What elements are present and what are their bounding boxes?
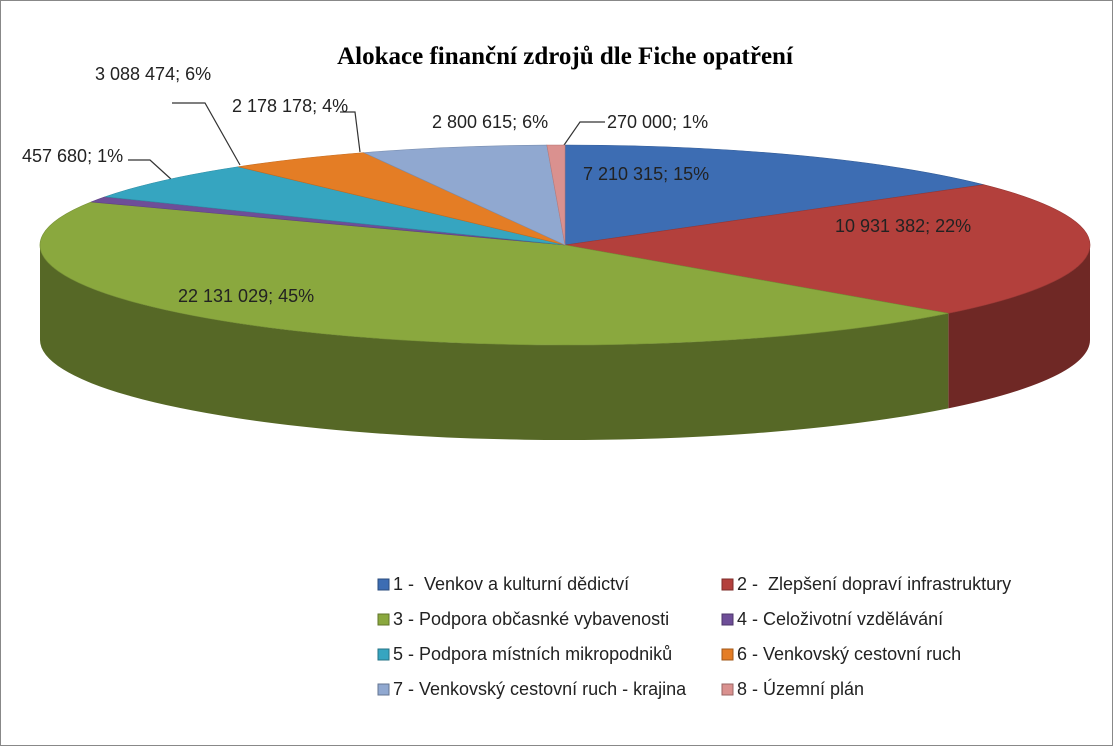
legend-label: 8 - Územní plán	[737, 678, 864, 699]
pie-slice	[564, 184, 1091, 314]
legend-label: 1 - Venkov a kulturní dědictví	[393, 574, 629, 594]
pie-slice	[39, 201, 949, 346]
pie-slice	[104, 166, 566, 246]
data-label: 3 088 474; 6%	[95, 64, 211, 84]
leader-line	[172, 102, 241, 166]
data-label: 457 680; 1%	[22, 146, 123, 166]
pie-slice-side	[948, 245, 1090, 409]
pie-slice	[564, 144, 984, 246]
pie-slice	[362, 144, 566, 246]
legend-swatch	[721, 648, 734, 661]
legend-swatch	[377, 648, 390, 661]
data-label: 10 931 382; 22%	[835, 216, 971, 236]
legend-swatch	[377, 683, 390, 696]
pie-slice-side	[40, 245, 949, 440]
leader-line	[561, 121, 605, 149]
legend-label: 2 - Zlepšení dopraví infrastruktury	[737, 574, 1011, 594]
leader-line	[128, 159, 173, 181]
legend-swatch	[721, 578, 734, 591]
data-label: 2 178 178; 4%	[232, 96, 348, 116]
data-label: 2 800 615; 6%	[432, 112, 548, 132]
pie-slice	[546, 144, 566, 246]
data-label: 7 210 315; 15%	[583, 164, 709, 184]
leader-lines	[128, 102, 605, 181]
legend-label: 7 - Venkovský cestovní ruch - krajina	[393, 679, 687, 699]
data-label: 22 131 029; 45%	[178, 286, 314, 306]
legend-label: 4 - Celoživotní vzdělávání	[737, 609, 943, 629]
leader-line	[340, 111, 361, 153]
legend-swatch	[377, 578, 390, 591]
legend-label: 6 - Venkovský cestovní ruch	[737, 644, 961, 664]
data-label: 270 000; 1%	[607, 112, 708, 132]
legend-swatch	[721, 683, 734, 696]
legend-label: 5 - Podpora místních mikropodniků	[393, 644, 672, 664]
legend-swatch	[377, 613, 390, 626]
legend-label: 3 - Podpora občasnké vybavenosti	[393, 609, 669, 629]
chart-title: Alokace finanční zdrojů dle Fiche opatře…	[337, 43, 794, 70]
legend-swatch	[721, 613, 734, 626]
